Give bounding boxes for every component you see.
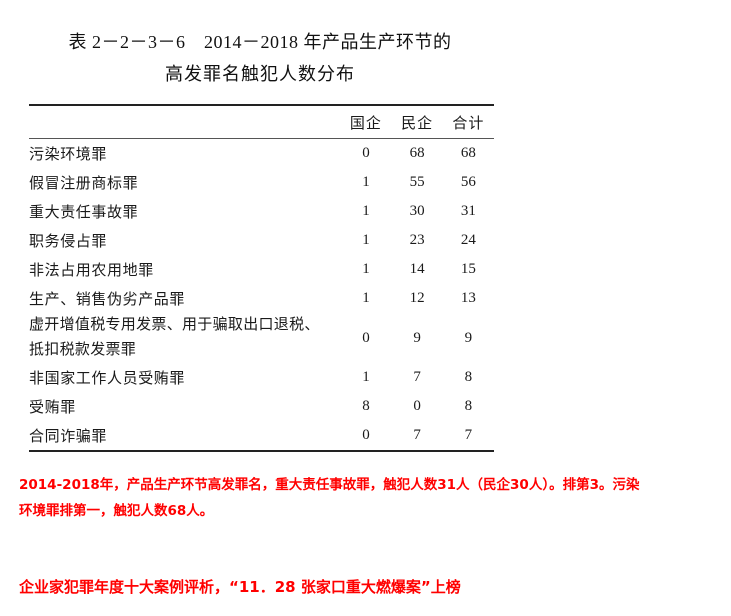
cell-guoqi: 1 xyxy=(362,174,370,190)
cell-guoqi: 0 xyxy=(362,145,370,161)
cell-crime-name: 合同诈骗罪 xyxy=(29,421,341,452)
cell-heji: 9 xyxy=(464,329,473,346)
cell-crime-name: 重大责任事故罪 xyxy=(29,205,139,221)
cell-minqi: 55 xyxy=(409,174,425,190)
cell-minqi: 9 xyxy=(413,329,421,346)
cell-minqi: 14 xyxy=(409,261,425,277)
cell-guoqi: 8 xyxy=(362,398,370,414)
annotation-note-line-1: 2014-2018年，产品生产环节高发罪名，重大责任事故罪，触犯人数31人（民企… xyxy=(19,477,640,493)
table-row: 受贿罪 8 0 8 xyxy=(29,392,494,421)
table-head: 国企 民企 合计 xyxy=(29,104,494,139)
cell-minqi: 0 xyxy=(413,398,421,414)
cell-heji: 13 xyxy=(460,290,476,306)
table-row: 职务侵占罪 1 23 24 xyxy=(29,226,494,255)
cell-crime-name: 非国家工作人员受贿罪 xyxy=(29,371,186,387)
cell-guoqi: 1 xyxy=(362,261,370,277)
table-body: 污染环境罪 0 68 68 假冒注册商标罪 1 55 56 重大责任事故罪 1 … xyxy=(29,139,494,452)
cell-minqi: 12 xyxy=(409,290,425,306)
table-title: 表 2－2－3－6 2014－2018 年产品生产环节的 高发罪名触犯人数分布 xyxy=(0,26,520,90)
table-row: 污染环境罪 0 68 68 xyxy=(29,139,494,169)
crime-statistics-table-container: 国企 民企 合计 污染环境罪 0 68 68 假冒注册商标罪 1 55 56 重… xyxy=(29,104,494,452)
cell-guoqi: 0 xyxy=(340,421,392,452)
table-row: 生产、销售伪劣产品罪 1 12 13 xyxy=(29,284,494,313)
cell-crime-name: 虚开增值税专用发票、用于骗取出口退税、 抵扣税款发票罪 xyxy=(29,313,340,363)
cell-heji: 15 xyxy=(460,261,476,277)
cell-crime-name-line-1: 虚开增值税专用发票、用于骗取出口退税、 xyxy=(29,317,320,333)
cell-crime-name: 假冒注册商标罪 xyxy=(29,176,139,192)
cell-crime-name-line-2: 抵扣税款发票罪 xyxy=(29,342,137,358)
cell-guoqi: 1 xyxy=(362,369,370,385)
table-row: 非法占用农用地罪 1 14 15 xyxy=(29,255,494,284)
table-header-row: 国企 民企 合计 xyxy=(29,104,494,139)
cell-guoqi: 1 xyxy=(362,290,370,306)
table-row: 虚开增值税专用发票、用于骗取出口退税、 抵扣税款发票罪 0 9 9 xyxy=(29,313,494,363)
cell-crime-name: 污染环境罪 xyxy=(29,147,108,163)
table-title-line-1: 表 2－2－3－6 2014－2018 年产品生产环节的 xyxy=(68,32,452,52)
cell-heji: 8 xyxy=(464,369,473,385)
annotation-note: 2014-2018年，产品生产环节高发罪名，重大责任事故罪，触犯人数31人（民企… xyxy=(19,472,719,524)
cell-minqi: 68 xyxy=(409,145,425,161)
column-header-minqi: 民企 xyxy=(391,104,443,139)
column-header-heji: 合计 xyxy=(442,104,494,139)
cell-heji: 24 xyxy=(460,232,476,248)
cell-guoqi: 1 xyxy=(362,203,370,219)
cell-guoqi: 0 xyxy=(362,329,370,346)
cell-heji: 56 xyxy=(460,174,476,190)
cell-guoqi: 1 xyxy=(362,232,370,248)
table-row: 假冒注册商标罪 1 55 56 xyxy=(29,168,494,197)
table-row: 合同诈骗罪 0 7 7 xyxy=(29,421,494,452)
column-header-crime xyxy=(29,104,341,139)
column-header-guoqi: 国企 xyxy=(340,104,392,139)
table-row: 重大责任事故罪 1 30 31 xyxy=(29,197,494,226)
cell-minqi: 7 xyxy=(391,421,443,452)
crime-statistics-table: 国企 民企 合计 污染环境罪 0 68 68 假冒注册商标罪 1 55 56 重… xyxy=(29,104,494,452)
cell-crime-name: 生产、销售伪劣产品罪 xyxy=(29,292,186,308)
cell-crime-name: 职务侵占罪 xyxy=(29,234,108,250)
cell-crime-name: 受贿罪 xyxy=(29,400,76,416)
cell-minqi: 30 xyxy=(409,203,425,219)
cell-heji: 31 xyxy=(460,203,476,219)
table-row: 非国家工作人员受贿罪 1 7 8 xyxy=(29,363,494,392)
cell-minqi: 23 xyxy=(409,232,425,248)
annotation-heading: 企业家犯罪年度十大案例评析，“11．28 张家口重大燃爆案”上榜 xyxy=(19,578,461,596)
cell-crime-name: 非法占用农用地罪 xyxy=(29,263,154,279)
table-title-line-2: 高发罪名触犯人数分布 xyxy=(165,64,355,84)
cell-heji: 8 xyxy=(464,398,473,414)
cell-heji: 68 xyxy=(460,145,476,161)
annotation-note-line-2: 环境罪排第一，触犯人数68人。 xyxy=(19,503,214,519)
cell-heji: 7 xyxy=(442,421,494,452)
cell-minqi: 7 xyxy=(413,369,421,385)
